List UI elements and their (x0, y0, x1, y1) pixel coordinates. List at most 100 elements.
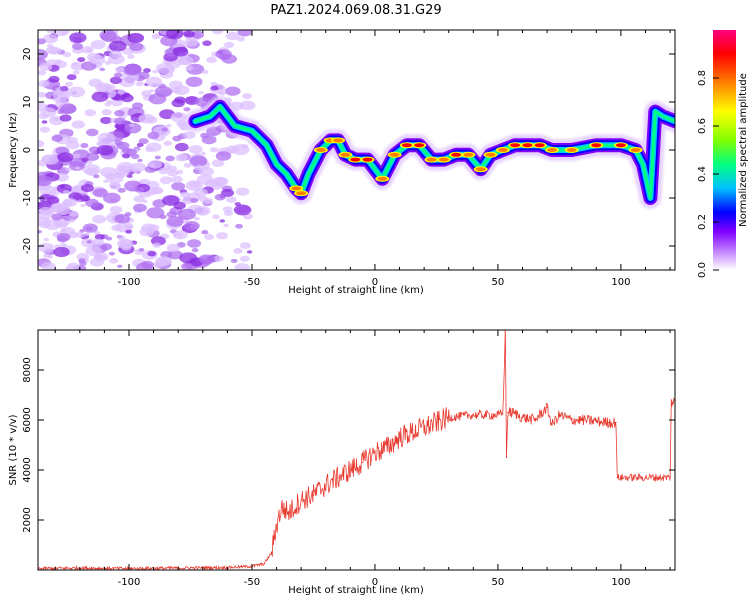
noise-blob (154, 155, 161, 160)
noise-blob (72, 70, 80, 75)
noise-blob (104, 60, 112, 65)
noise-blob (39, 62, 53, 71)
noise-blob (121, 153, 131, 159)
noise-blob (158, 167, 170, 175)
noise-blob (113, 72, 123, 78)
noise-blob (84, 109, 97, 117)
figure-title: PAZ1.2024.069.08.31.G29 (270, 3, 441, 18)
noise-blob (86, 128, 99, 137)
noise-blob (88, 78, 103, 88)
snr-point (512, 411, 514, 414)
ridge-peak (362, 157, 373, 162)
noise-blob (215, 49, 232, 60)
noise-blob (49, 47, 62, 55)
snr-point (571, 419, 573, 421)
noise-blob (84, 232, 90, 236)
ridge-peak (451, 152, 462, 157)
noise-blob (91, 91, 109, 103)
snr-point (670, 399, 672, 401)
noise-blob (225, 86, 241, 96)
noise-blob (38, 175, 53, 187)
noise-blob (165, 155, 175, 162)
snr-point (583, 419, 585, 421)
noise-blob (242, 93, 253, 100)
snr-point (632, 476, 634, 479)
noise-blob (199, 254, 216, 265)
ridge-peak (547, 148, 558, 152)
noise-blob (124, 224, 132, 230)
noise-blob (175, 169, 184, 175)
ridge-peak (591, 143, 602, 148)
ridge-peak (291, 186, 302, 191)
noise-blob (170, 87, 181, 94)
noise-blob (117, 89, 126, 95)
noise-blob (182, 131, 196, 139)
noise-blob (124, 122, 142, 134)
noise-blob (59, 184, 66, 189)
snr-axes: -100 -50 0 50 100 2000 4000 6000 8000 (22, 330, 675, 588)
spectrogram-x-tick-label: -50 (244, 277, 260, 288)
noise-blob (172, 135, 182, 142)
noise-blob (180, 191, 191, 198)
spectrogram-x-tick-label: -100 (118, 277, 141, 288)
spectrogram-y-tick-label: 0 (22, 147, 33, 153)
snr-point (374, 451, 376, 454)
noise-blob (76, 253, 90, 261)
noise-blob (60, 87, 67, 92)
noise-blob (178, 55, 194, 66)
noise-blob (93, 174, 100, 179)
noise-blob (47, 255, 54, 259)
noise-blob (235, 223, 243, 229)
noise-blob (246, 250, 253, 254)
noise-blob (67, 86, 86, 98)
noise-blob (120, 94, 134, 103)
noise-blob (183, 30, 195, 38)
noise-blob (161, 127, 168, 132)
snr-point (558, 414, 561, 416)
noise-blob (90, 40, 106, 50)
noise-blob (210, 85, 219, 91)
colorbar-tick-label: 0.0 (697, 262, 708, 278)
snr-point (271, 551, 273, 554)
noise-blob (103, 192, 121, 204)
noise-blob (86, 240, 92, 244)
spectrogram-frame (37, 29, 676, 271)
noise-blob (193, 216, 200, 221)
noise-blob (53, 246, 70, 258)
noise-blob (135, 81, 144, 87)
noise-blob (38, 70, 47, 76)
noise-blob (85, 167, 99, 176)
snr-point (551, 424, 553, 426)
noise-blob (166, 211, 177, 218)
noise-blob (62, 52, 72, 58)
snr-point (312, 494, 315, 496)
noise-blob (104, 84, 116, 92)
noise-blob (71, 120, 86, 129)
colorbar-tick-label: 0.4 (697, 166, 708, 182)
snr-point (497, 414, 499, 416)
noise-blob (166, 216, 184, 227)
noise-blob (109, 76, 122, 85)
noise-blob (172, 46, 189, 57)
snr-y-tick-label: 2000 (22, 507, 33, 532)
noise-blob (114, 213, 131, 224)
colorbar-tick-label: 0.2 (697, 214, 708, 230)
snr-line-series (38, 330, 675, 570)
noise-blob (41, 120, 48, 124)
spectrogram-y-tick-label: 10 (22, 96, 33, 109)
noise-blob (48, 75, 60, 83)
noise-blob (147, 224, 160, 232)
noise-blob (196, 164, 203, 168)
spectrogram-x-axis-label: Height of straight line (km) (288, 285, 424, 296)
noise-blob (188, 145, 203, 154)
noise-blob (51, 134, 63, 142)
noise-blob (147, 131, 160, 140)
noise-blob (56, 232, 71, 242)
noise-blob (212, 30, 224, 35)
ridge-peak (315, 148, 326, 152)
noise-blob (117, 264, 123, 268)
noise-blob (145, 76, 163, 88)
snr-point (300, 499, 302, 501)
noise-blob (143, 68, 151, 73)
noise-blob (231, 144, 250, 156)
